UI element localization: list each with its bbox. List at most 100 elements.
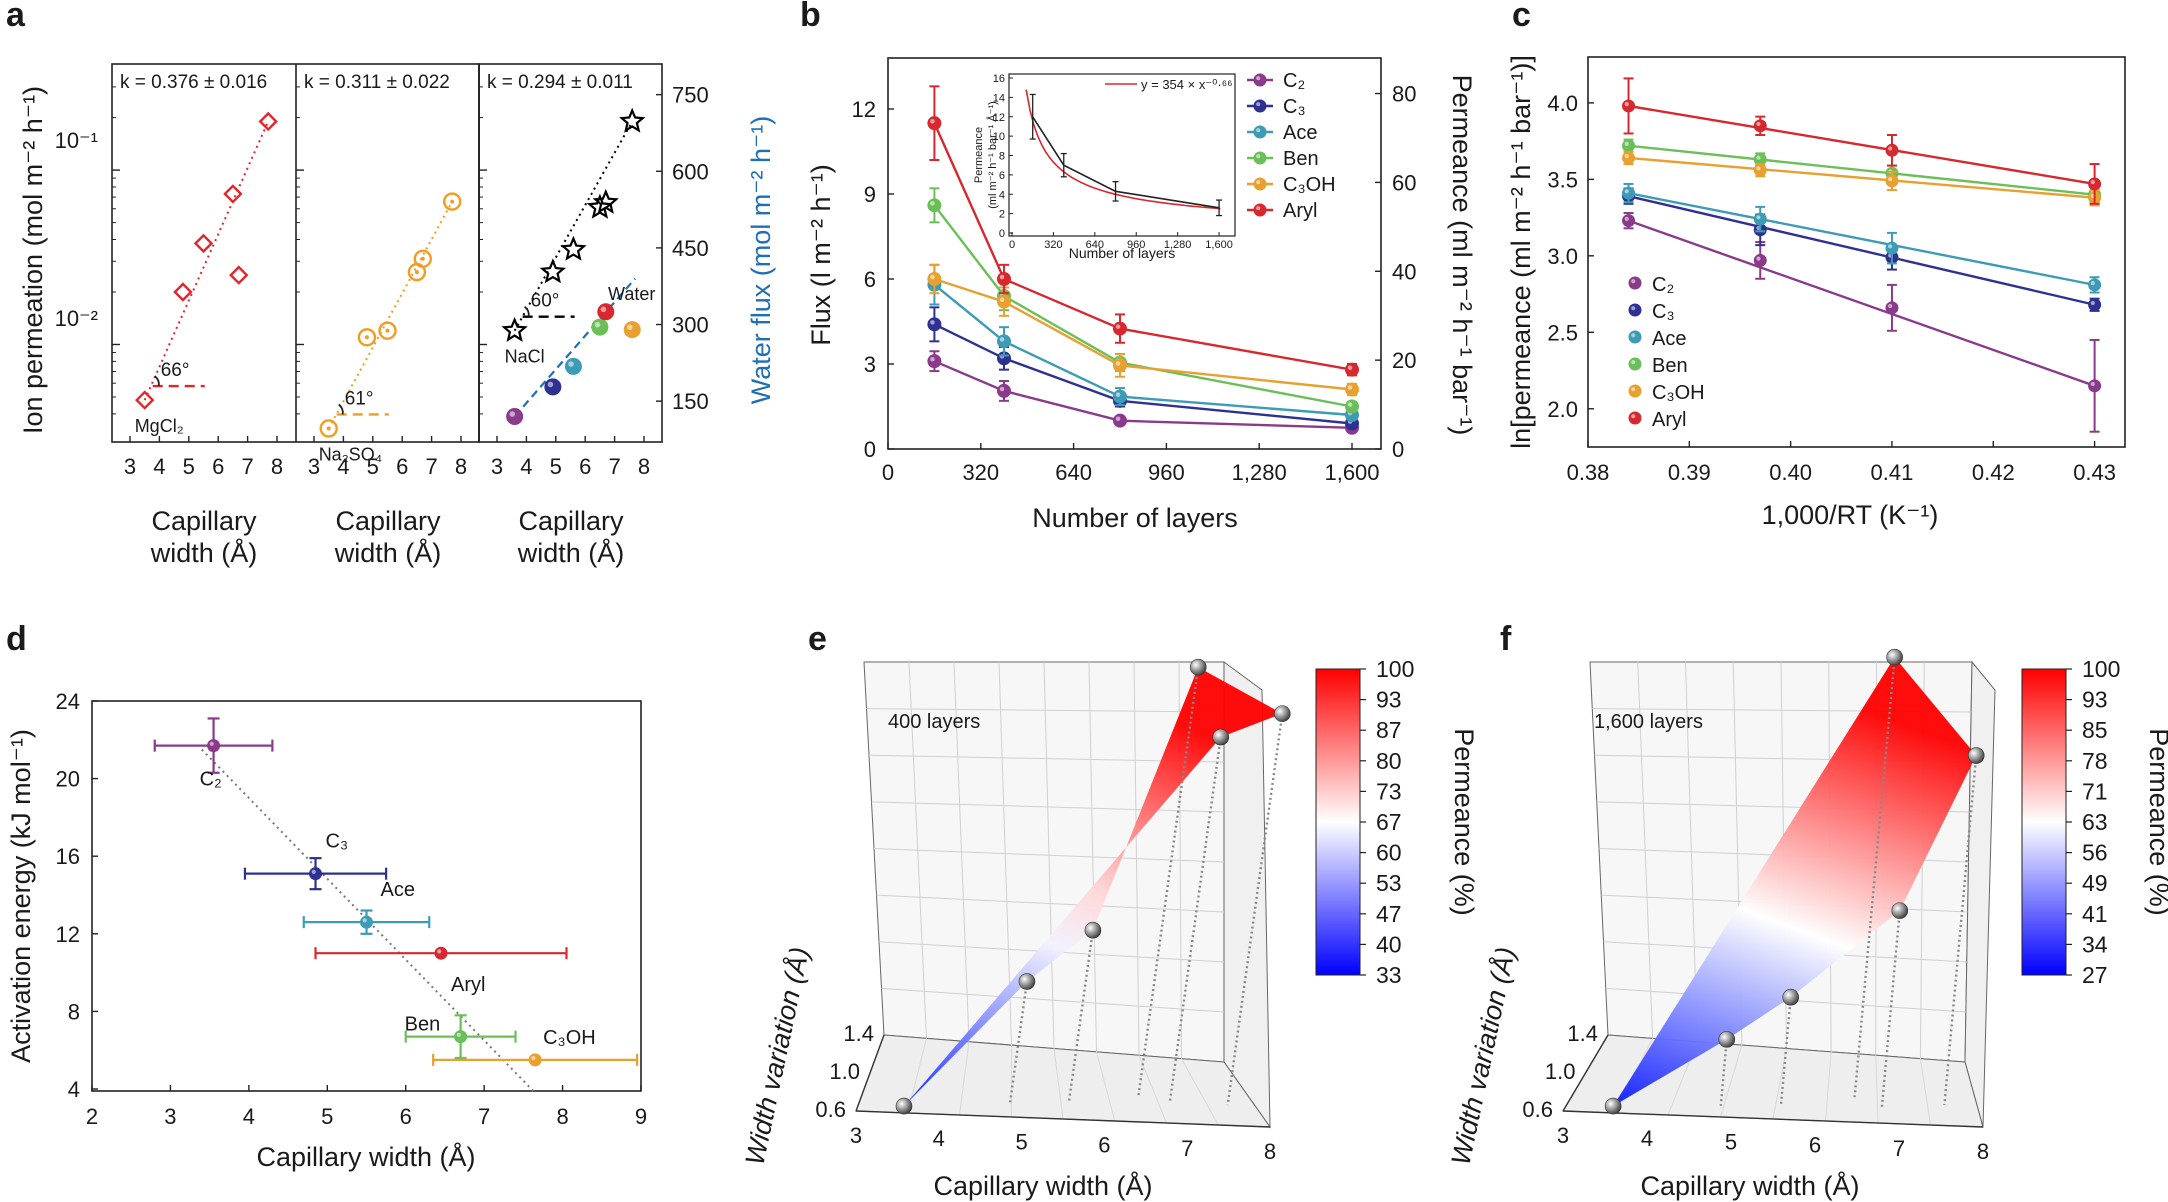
c-point-Ace-3-shine	[2090, 280, 2095, 286]
f-box-xtick-label-1: 4	[1641, 1126, 1653, 1151]
b-xtick-label-5: 1,600	[1324, 460, 1379, 485]
panel-e-label: e	[808, 620, 827, 658]
d-fit-line	[201, 748, 536, 1094]
b-point-Ben-3	[1345, 399, 1359, 414]
b-inset-xtick-label-5: 1,600	[1205, 239, 1233, 251]
b-point-C3OH-0-shine	[930, 274, 935, 280]
c-point-C2-2-shine	[1888, 303, 1893, 309]
f-box-point-5	[1967, 747, 1985, 764]
b-xtick-label-2: 640	[1055, 460, 1092, 485]
panel-d-axes: 2 3 4 5 6 7 8 9 4 8 12 16 20 24	[56, 689, 648, 1129]
b-legend-label-4: C₃OH	[1283, 174, 1336, 196]
panel-c-xlabel: 1,000/RT (K⁻¹)	[1762, 500, 1939, 530]
e-cbticks-tick-label-10: 33	[1376, 962, 1402, 988]
a2-xtick-label-3: 6	[579, 454, 591, 479]
a2-point-4	[592, 188, 619, 214]
panel-c-label: c	[1512, 0, 1531, 34]
panel-b-inset-fit-label: y = 354 × x⁻⁰·⁶⁶	[1141, 77, 1232, 92]
d-point-label-3: Aryl	[451, 974, 485, 996]
f-box-drop-line-3	[1853, 657, 1896, 1098]
f-box-xtick-label-5: 8	[1977, 1139, 1989, 1164]
f-cbticks-tick-label-8: 41	[2082, 901, 2108, 927]
f-cbticks-tick-label-2: 85	[2082, 717, 2108, 743]
panel-d-marks: C₂ C₃ Ace Aryl Ben C₃OH	[153, 717, 639, 1094]
c-point-Ace-0-shine	[1624, 189, 1629, 194]
c-point-Ben-1-shine	[1756, 155, 1761, 160]
panel-b-ylabel: Flux (l m⁻² h⁻¹)	[806, 164, 836, 346]
e-box-xtick-label-5: 8	[1264, 1139, 1276, 1164]
a1-k-label: k = 0.311 ± 0.022	[304, 72, 450, 93]
b-point-Ben-0-shine	[930, 201, 935, 206]
a1-xlabel-2: width (Å)	[334, 537, 442, 568]
b-series-line-Ace	[933, 283, 1353, 417]
e-box-point-5	[1273, 705, 1291, 722]
c-point-C3OH-2-shine	[1888, 176, 1893, 182]
f-box-y-axis	[1562, 1034, 1609, 1112]
panel-c: c 0.38 0.39 0.40 0.41 0.42 0.43 2.0 2.5 3.0 3.5 4.…	[1506, 0, 2126, 530]
f-cbticks-tick-label-7: 49	[2082, 870, 2108, 896]
b-inset-ytick-label-5: 10	[993, 131, 1005, 143]
d-point-label-1: C₃	[326, 831, 349, 853]
b-point-Aryl-3-shine	[1347, 365, 1353, 370]
b-point-C3-0	[927, 317, 942, 332]
d-point-label-2: Ace	[381, 879, 415, 901]
e-box-grid-floor-5	[1096, 1051, 1116, 1122]
f-cbticks-tick-label-5: 63	[2082, 809, 2108, 835]
f-cbticks-tick-label-6: 56	[2082, 840, 2108, 866]
f-box-grid-floor-6	[1875, 1055, 1879, 1124]
f-box-grid-floor-4	[1772, 1048, 1787, 1120]
c-fit-line-Aryl	[1628, 104, 2095, 186]
panel-f: f 3 4 5 6 7 80.61.01.4 1,600 layers Capillary…	[1444, 620, 2168, 1201]
e-box-point-0	[895, 1097, 913, 1115]
e-cbticks-tick-label-9: 40	[1376, 931, 1402, 957]
b-point-Aryl-2-shine	[1115, 324, 1121, 329]
c-legend-label-1: C₃	[1652, 301, 1675, 323]
f-cbticks-tick-label-0: 100	[2082, 656, 2120, 682]
f-box-drop-line-5	[1943, 755, 1978, 1106]
c-point-C3-3-shine	[2090, 300, 2095, 306]
panel-d-xlabel: Capillary width (Å)	[256, 1141, 475, 1172]
d-ytick-label-0: 4	[68, 1077, 80, 1102]
d-point-4-shine	[456, 1032, 461, 1037]
panel-a-label: a	[6, 0, 26, 34]
c-legend-marker-0	[1628, 276, 1642, 290]
e-box-drop-line-5	[1226, 713, 1284, 1106]
panel-f-colorbar-ticks: 100 93 85 78 71 63 56 49 41 34 27	[2066, 656, 2120, 988]
panel-b-frame	[887, 57, 1382, 450]
d-xtick-label-7: 9	[635, 1104, 647, 1129]
e-cbticks-tick-label-5: 67	[1376, 809, 1402, 835]
c-legend-marker-5	[1628, 411, 1642, 425]
c-legend-marker-1	[1628, 303, 1642, 317]
a0-angle-label: 66°	[161, 360, 190, 381]
b-point-C2-2	[1113, 413, 1127, 428]
panel-c-ylabel: ln[permeance (ml m⁻² h⁻¹ bar⁻¹)]	[1506, 55, 1536, 449]
e-box-point-1	[1018, 973, 1036, 990]
f-box-surface	[1613, 657, 1977, 1107]
a2-k-label: k = 0.294 ± 0.011	[487, 72, 633, 93]
c-legend-marker-0-shine	[1631, 279, 1636, 284]
d-xtick-label-1: 3	[164, 1104, 176, 1129]
c-point-Aryl-1-shine	[1756, 121, 1761, 127]
a-water-fit-line	[513, 277, 637, 418]
e-box-drop-line-3	[1137, 667, 1200, 1098]
c-ytick-label-2: 3.0	[1547, 244, 1578, 269]
b-legend-marker-5-shine	[1256, 206, 1261, 211]
e-box-xtick-label-2: 5	[1015, 1129, 1027, 1154]
b-point-Aryl-2	[1113, 321, 1127, 336]
e-box-xtick-label-1: 4	[933, 1126, 945, 1151]
c-xtick-label-5: 0.43	[2073, 460, 2116, 485]
e-cbticks-tick-label-6: 60	[1376, 840, 1402, 866]
d-point-3	[434, 946, 448, 960]
a0-angle-arc	[154, 375, 160, 387]
a2-angle-label: 60°	[531, 291, 560, 312]
b-series-line-C2	[933, 360, 1353, 429]
c-point-Aryl-2	[1885, 143, 1899, 157]
c-point-Ace-2	[1885, 241, 1899, 255]
a1-point-0	[319, 419, 338, 438]
b-legend-marker-2-shine	[1256, 128, 1261, 133]
a2-point-5	[619, 107, 646, 133]
a0-fit-line	[143, 121, 270, 401]
